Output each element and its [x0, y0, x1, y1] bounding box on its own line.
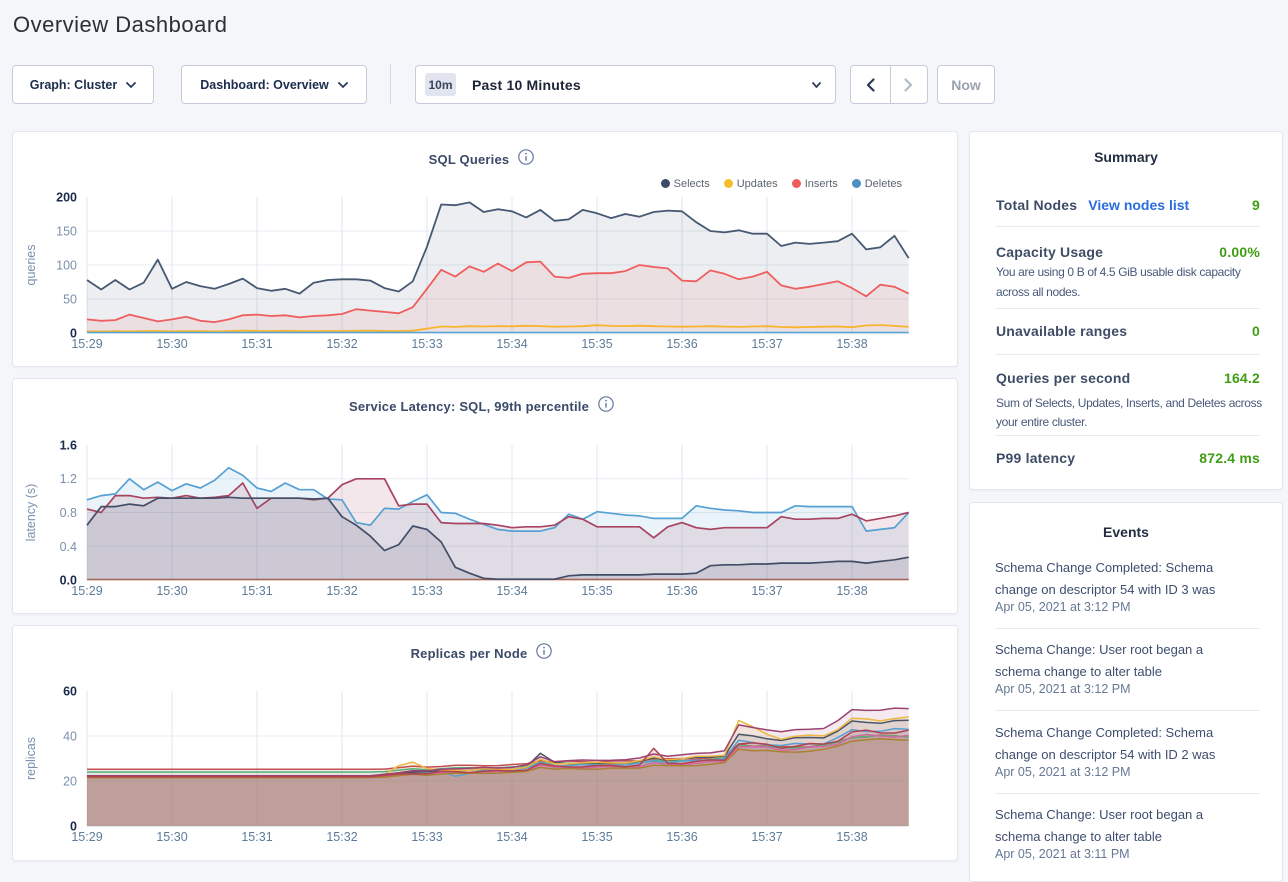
svg-text:15:33: 15:33	[411, 830, 442, 844]
svg-text:15:29: 15:29	[71, 337, 102, 351]
svg-text:0.8: 0.8	[60, 506, 77, 520]
svg-text:60: 60	[63, 685, 77, 699]
svg-text:15:32: 15:32	[326, 337, 357, 351]
svg-text:15:36: 15:36	[666, 584, 697, 598]
svg-text:15:32: 15:32	[326, 584, 357, 598]
svg-text:15:29: 15:29	[71, 584, 102, 598]
svg-text:15:38: 15:38	[836, 830, 867, 844]
svg-text:15:34: 15:34	[496, 584, 527, 598]
svg-text:latency (s): latency (s)	[24, 484, 38, 542]
svg-text:15:35: 15:35	[581, 337, 612, 351]
svg-text:15:30: 15:30	[156, 337, 187, 351]
svg-text:15:30: 15:30	[156, 584, 187, 598]
svg-text:50: 50	[63, 293, 77, 307]
svg-text:15:33: 15:33	[411, 337, 442, 351]
svg-text:15:30: 15:30	[156, 830, 187, 844]
svg-text:queries: queries	[24, 245, 38, 286]
svg-text:15:34: 15:34	[496, 337, 527, 351]
svg-text:15:35: 15:35	[581, 830, 612, 844]
svg-text:20: 20	[63, 775, 77, 789]
svg-text:200: 200	[56, 191, 77, 205]
svg-text:15:38: 15:38	[836, 337, 867, 351]
svg-text:15:37: 15:37	[751, 337, 782, 351]
svg-text:15:34: 15:34	[496, 830, 527, 844]
svg-text:15:36: 15:36	[666, 830, 697, 844]
svg-text:15:37: 15:37	[751, 584, 782, 598]
svg-text:15:35: 15:35	[581, 584, 612, 598]
svg-text:0.4: 0.4	[60, 540, 77, 554]
svg-text:15:31: 15:31	[241, 337, 272, 351]
svg-text:15:33: 15:33	[411, 584, 442, 598]
svg-text:15:37: 15:37	[751, 830, 782, 844]
svg-text:150: 150	[56, 225, 77, 239]
svg-text:40: 40	[63, 730, 77, 744]
svg-text:15:38: 15:38	[836, 584, 867, 598]
svg-text:15:31: 15:31	[241, 830, 272, 844]
svg-text:replicas: replicas	[24, 737, 38, 780]
svg-text:100: 100	[56, 259, 77, 273]
svg-text:0.0: 0.0	[60, 574, 77, 588]
svg-text:1.6: 1.6	[60, 439, 77, 453]
svg-text:1.2: 1.2	[60, 472, 77, 486]
svg-text:0: 0	[70, 820, 77, 834]
svg-text:15:29: 15:29	[71, 830, 102, 844]
svg-text:15:31: 15:31	[241, 584, 272, 598]
svg-text:15:36: 15:36	[666, 337, 697, 351]
svg-text:15:32: 15:32	[326, 830, 357, 844]
svg-text:0: 0	[70, 327, 77, 341]
